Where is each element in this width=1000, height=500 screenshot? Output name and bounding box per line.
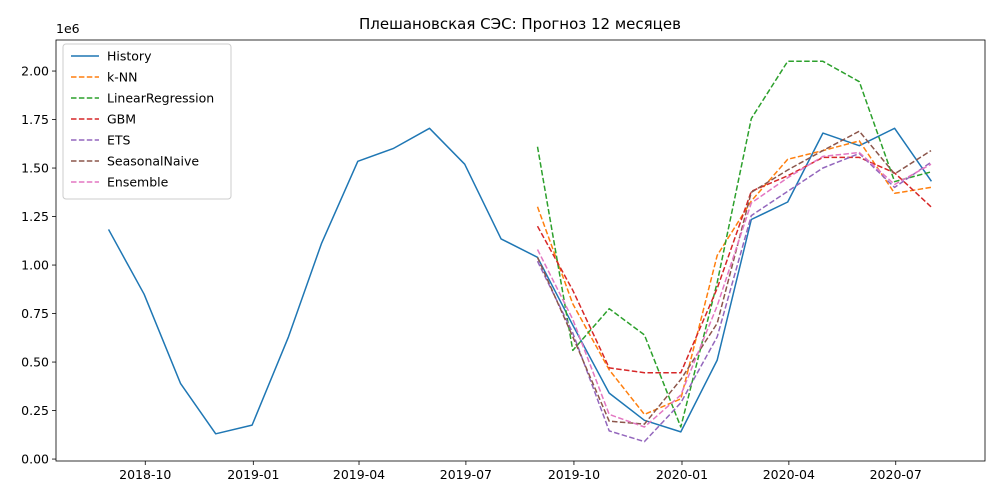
legend-label-seasonalnaive: SeasonalNaive (107, 154, 199, 169)
series-line-k-nn (536, 140, 932, 416)
x-tick-label: 2020-07 (870, 467, 922, 482)
y-tick-label: 1.00 (21, 258, 49, 273)
legend-label-gbm: GBM (107, 112, 136, 127)
x-tick-label: 2019-04 (333, 467, 385, 482)
y-tick-label: 1.50 (21, 161, 49, 176)
series-line-linearregression (536, 60, 932, 428)
legend: History k-NN LinearRegression GBM ETS Seasona… (62, 43, 232, 200)
y-tick-label: 0.00 (21, 452, 49, 467)
y-axis-offset-label: 1e6 (56, 21, 80, 36)
series-line-ensemble (536, 151, 932, 428)
axes-layer: 2018-10 2019-01 2019-04 2019-07 2019-10 2020-… (21, 39, 986, 482)
chart-title: Плешановская СЭС: Прогноз 12 месяцев (359, 15, 681, 33)
series-line-ets (536, 152, 932, 443)
y-tick-label: 0.50 (21, 355, 49, 370)
y-tick-label: 0.25 (21, 403, 49, 418)
series-line-gbm (536, 156, 932, 374)
legend-label-ets: ETS (107, 133, 131, 148)
y-tick-label: 1.25 (21, 209, 49, 224)
x-tick-label: 2019-10 (548, 467, 600, 482)
legend-label-history: History (107, 49, 152, 64)
series-line-history (107, 127, 933, 435)
x-tick-label: 2020-04 (763, 467, 815, 482)
series-layer (107, 60, 933, 443)
legend-label-linearregression: LinearRegression (107, 91, 214, 106)
legend-label-ensemble: Ensemble (107, 175, 169, 190)
legend-box (62, 43, 232, 200)
x-tick-label: 2020-01 (656, 467, 708, 482)
x-tick-label: 2019-07 (440, 467, 492, 482)
series-line-seasonalnaive (536, 130, 932, 425)
y-tick-label: 1.75 (21, 112, 49, 127)
legend-label-k-nn: k-NN (107, 70, 137, 85)
x-tick-label: 2018-10 (119, 467, 171, 482)
y-tick-label: 2.00 (21, 64, 49, 79)
y-tick-label: 0.75 (21, 306, 49, 321)
plot-frame (55, 39, 986, 462)
x-tick-label: 2019-01 (227, 467, 279, 482)
